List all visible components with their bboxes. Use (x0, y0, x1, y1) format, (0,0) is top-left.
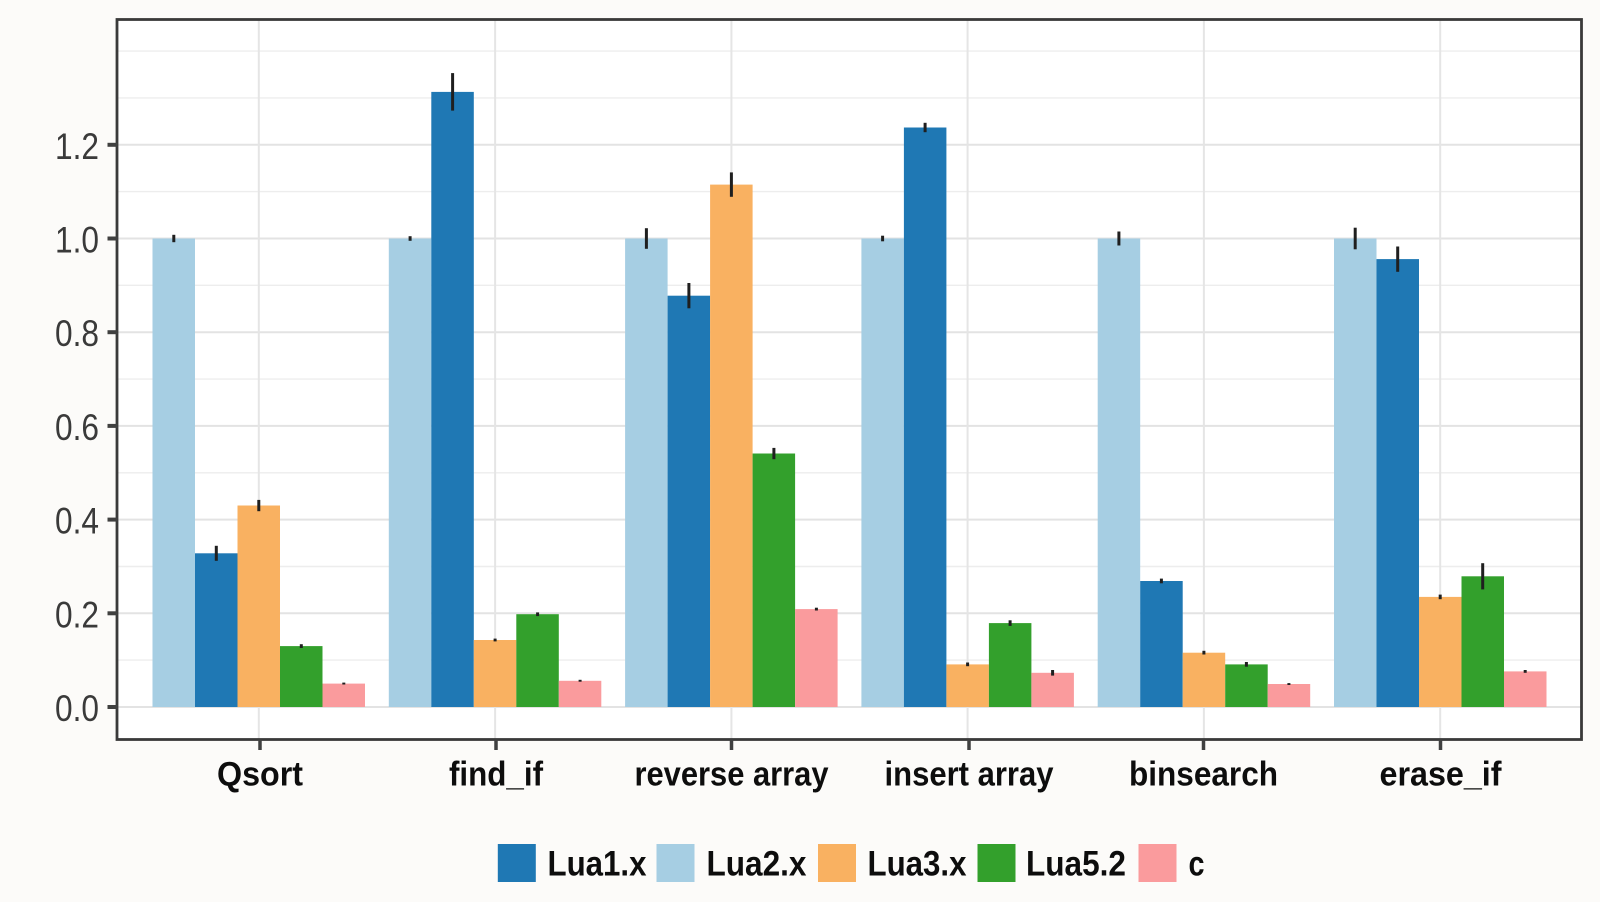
svg-text:0.2: 0.2 (55, 594, 99, 635)
svg-text:find_if: find_if (449, 755, 544, 793)
svg-text:1.0: 1.0 (55, 220, 99, 261)
svg-text:1.2: 1.2 (55, 126, 99, 167)
svg-text:Qsort: Qsort (217, 755, 303, 793)
svg-text:insert array: insert array (885, 755, 1054, 793)
svg-text:erase_if: erase_if (1380, 755, 1503, 793)
svg-text:Lua5.2: Lua5.2 (1026, 845, 1126, 884)
svg-text:reverse array: reverse array (635, 755, 829, 793)
svg-text:0.8: 0.8 (55, 313, 99, 354)
svg-text:Lua3.x: Lua3.x (868, 845, 967, 884)
svg-text:c: c (1189, 845, 1205, 884)
svg-text:0.0: 0.0 (55, 688, 99, 729)
svg-text:0.6: 0.6 (55, 407, 99, 448)
svg-text:binsearch: binsearch (1129, 755, 1278, 793)
svg-text:Lua1.x: Lua1.x (548, 845, 647, 884)
svg-text:Lua2.x: Lua2.x (707, 845, 807, 884)
svg-text:0.4: 0.4 (55, 501, 99, 542)
